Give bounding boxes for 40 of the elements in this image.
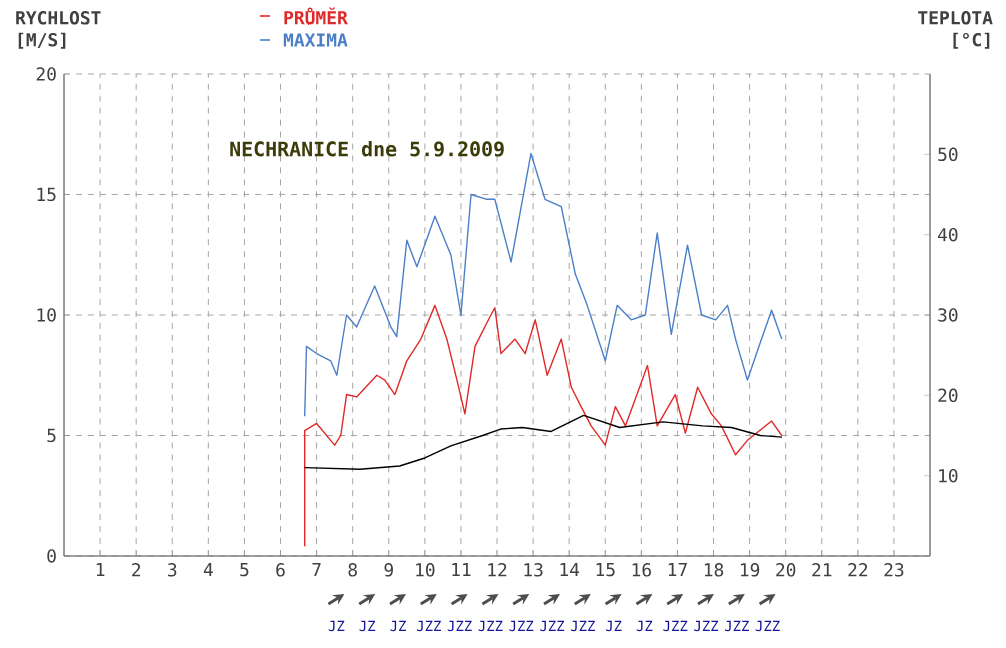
x-tick-label: 16 — [632, 563, 651, 577]
y2-tick-label: 40 — [937, 227, 958, 242]
x-tick-label: 12 — [488, 563, 507, 577]
y2-tick-label: 10 — [939, 468, 958, 483]
y2-axis-title: TEPLOTA [°C] — [918, 11, 993, 49]
x-tick-label: 2 — [132, 563, 141, 577]
y-axis-title: RYCHLOST [M/S] — [16, 11, 101, 49]
y2-tick-label: 20 — [938, 388, 958, 403]
x-tick-label: 7 — [312, 563, 321, 577]
x-tick-label: 3 — [168, 563, 177, 577]
y-tick-label: 20 — [36, 67, 56, 81]
x-tick-label: 13 — [524, 563, 543, 577]
x-tick-label: 20 — [776, 563, 796, 577]
x-tick-label: 17 — [668, 563, 687, 577]
x-tick-label: 23 — [884, 563, 904, 577]
x-tick-label: 14 — [560, 563, 580, 577]
text: NECHRANICE dne 5.9.2009 — [230, 141, 504, 157]
y2-tick-label: 50 — [938, 147, 958, 162]
x-tick-label: 5 — [240, 563, 249, 577]
x-tick-label: 11 — [452, 563, 471, 577]
legend-label: PRŮMĚR — [284, 7, 348, 25]
line-series — [303, 304, 783, 548]
x-tick-label: 18 — [704, 563, 724, 577]
y2-tick-label: 30 — [938, 308, 958, 322]
y-tick-label: 15 — [37, 187, 56, 202]
x-tick-label: 8 — [348, 563, 357, 577]
x-tick-label: 6 — [276, 563, 285, 577]
y-tick-label: 5 — [47, 428, 56, 443]
x-tick-label: 19 — [740, 563, 760, 577]
x-tick-label: 10 — [416, 563, 435, 577]
x-tick-label: 22 — [848, 563, 868, 577]
x-tick-label: 9 — [384, 563, 393, 577]
x-tick-label: 4 — [203, 563, 213, 577]
y-tick-label: 10 — [37, 308, 56, 322]
x-tick-label: 15 — [596, 563, 615, 577]
x-tick-label: 1 — [96, 563, 105, 577]
x-tick-label: 21 — [812, 563, 832, 577]
line-series — [303, 414, 783, 470]
y-tick-label: 0 — [47, 549, 56, 563]
legend-label: MAXIMA — [283, 33, 348, 47]
